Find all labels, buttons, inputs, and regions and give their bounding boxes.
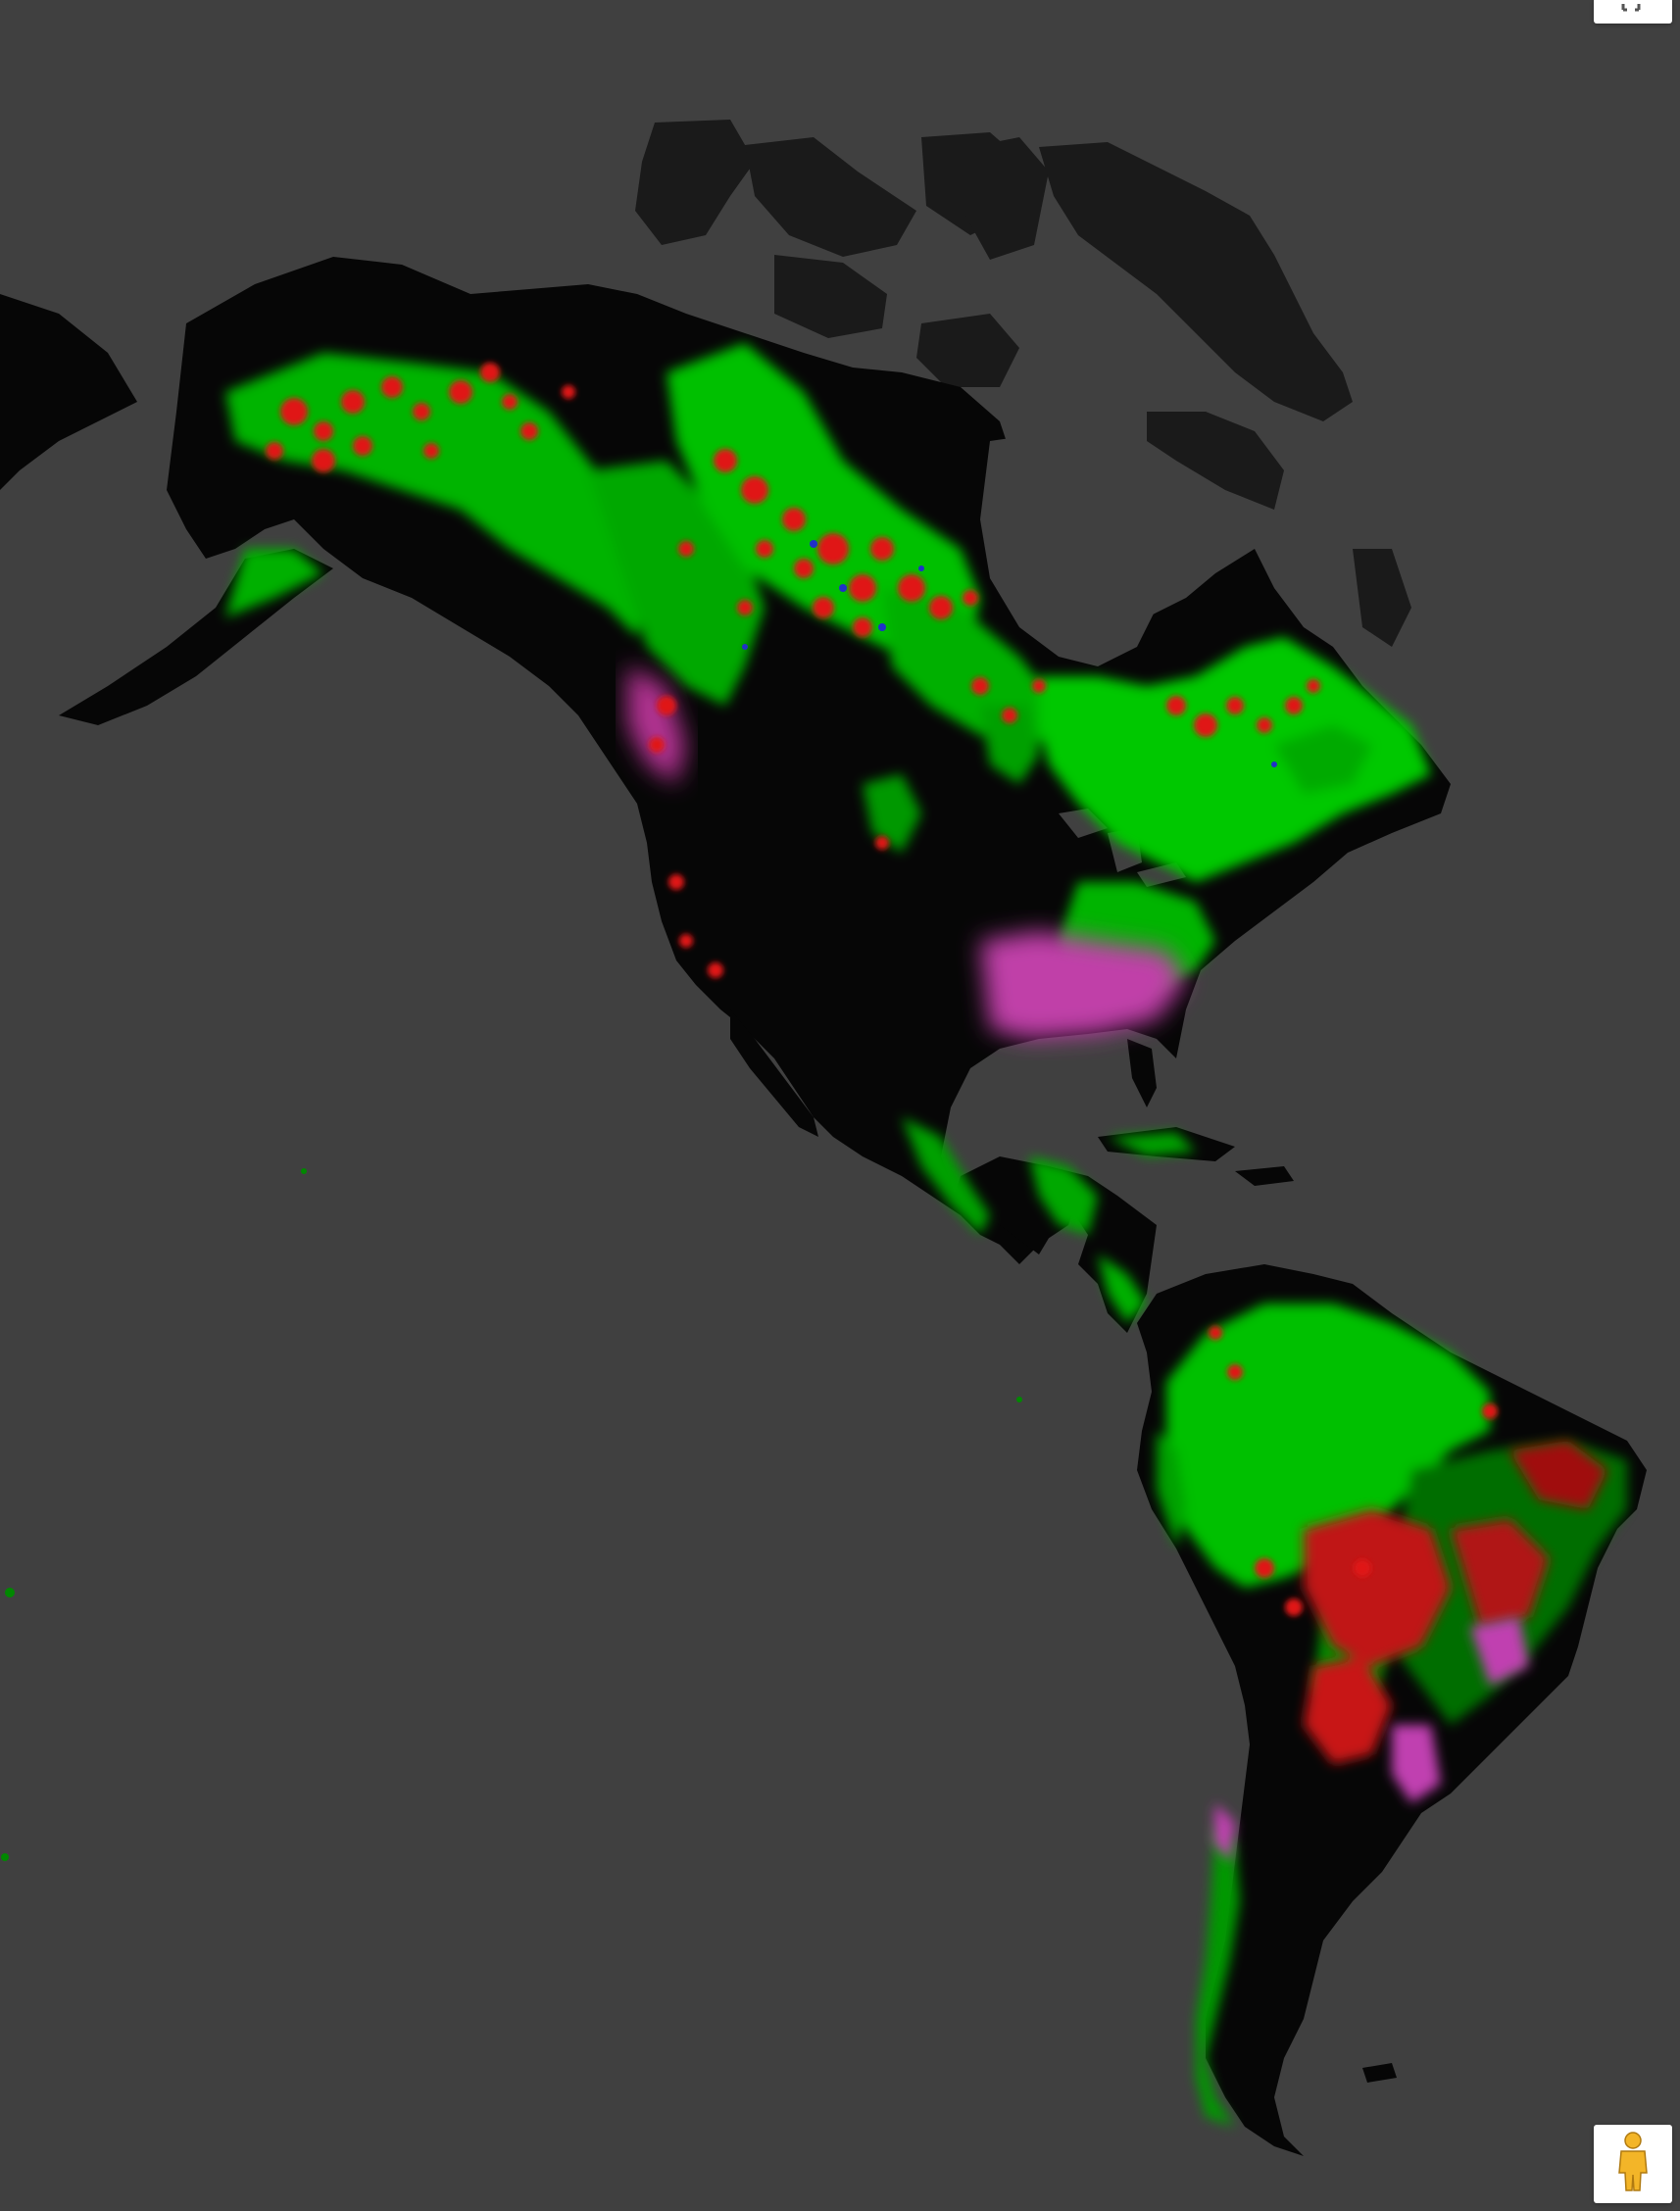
mexico-central-america-forest (902, 1117, 1196, 1323)
southeast-usa-loss-gain (980, 931, 1186, 1039)
south-america-forest-loss (1304, 1441, 1607, 1764)
north-america-forest-loss (266, 363, 1320, 978)
fullscreen-icon (1613, 2, 1653, 21)
south-america-loss-dots (1209, 1326, 1498, 1616)
arctic-archipelago (635, 120, 1353, 510)
street-view-pegman-button[interactable] (1594, 2125, 1672, 2203)
pegman-icon (1615, 2131, 1651, 2197)
south-america-loss-gain (1213, 1617, 1529, 1862)
pacific-islands (1, 1168, 1022, 1861)
pacific-northwest-loss-gain (627, 666, 686, 784)
north-america-forest-gain (742, 540, 1277, 767)
fullscreen-button[interactable] (1594, 0, 1672, 24)
